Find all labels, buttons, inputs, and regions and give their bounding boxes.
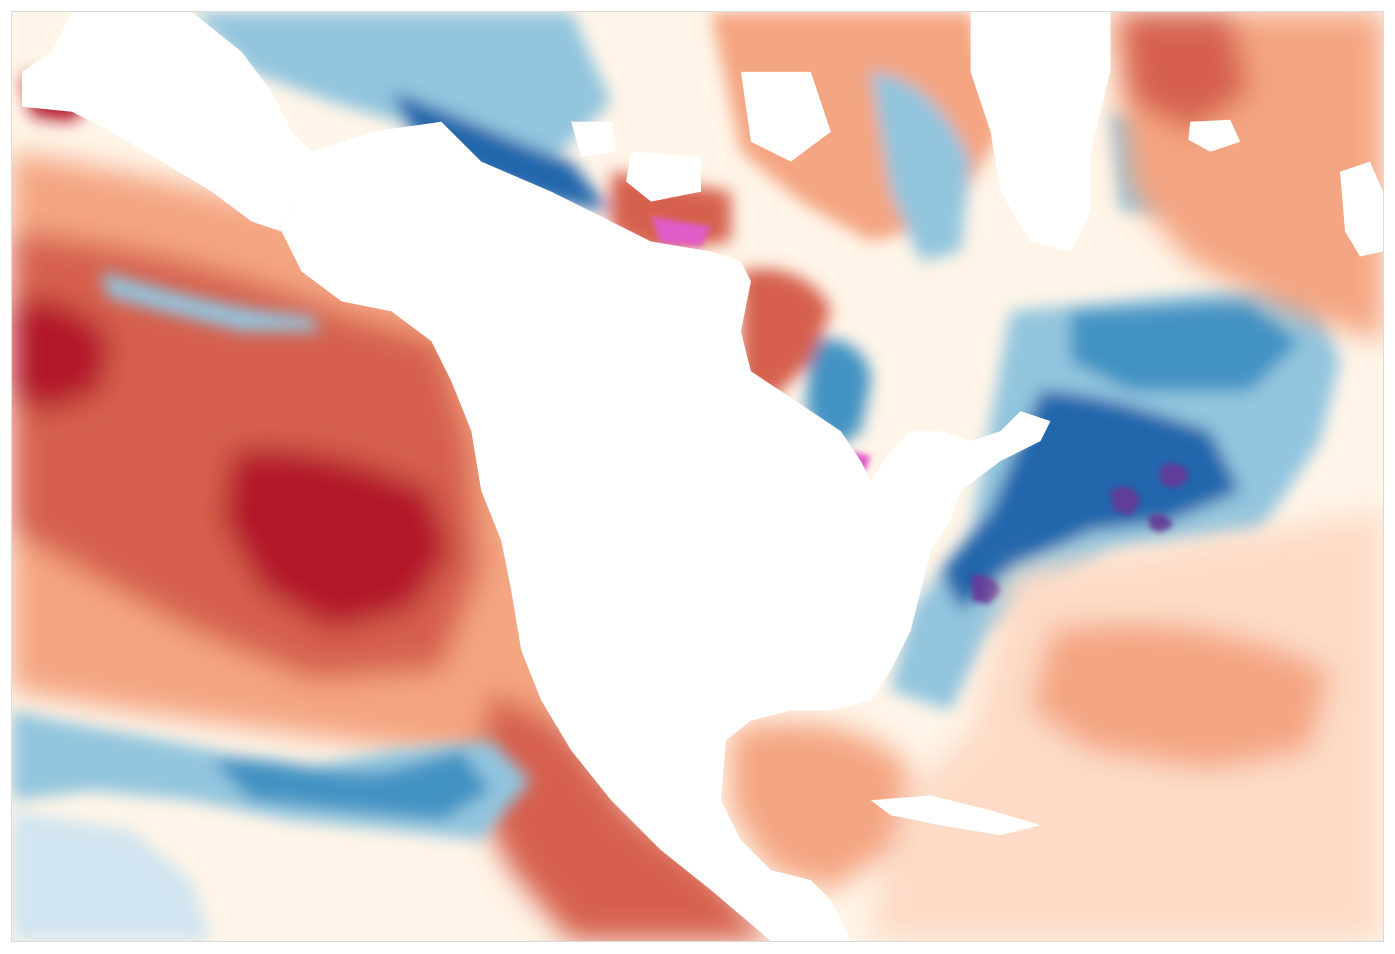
land-layer	[21, 12, 1383, 941]
south-pacific-light-cool	[12, 810, 212, 941]
irminger-cool-patch	[1070, 301, 1301, 392]
west-pacific-warm-core	[12, 298, 112, 412]
gulf-stream-extreme-cool-2	[1110, 486, 1141, 516]
arctic-island-1	[571, 121, 617, 157]
gulf-stream-extreme-cool-3	[1160, 463, 1189, 489]
east-pacific-coastal-warm	[471, 690, 771, 941]
central-pacific-warm-core	[221, 448, 452, 631]
arctic-mixed-anomaly	[191, 12, 612, 162]
beaufort-cool-anomaly	[391, 91, 612, 212]
norwegian-warm-core	[1120, 12, 1251, 132]
gulf-stream-extreme-cool-4	[1148, 514, 1173, 533]
alaska-peninsula	[21, 12, 312, 232]
iceland-landmass	[1188, 119, 1241, 152]
arctic-extreme-warm	[651, 216, 711, 247]
equatorial-pacific-cool-core	[211, 750, 492, 821]
svalbard-landmass	[1340, 161, 1383, 257]
north-atlantic-cool-core	[940, 391, 1241, 611]
labrador-warm	[740, 268, 831, 402]
arctic-island-3	[740, 71, 831, 162]
gulf-stream-extreme-cool	[970, 574, 1001, 605]
sst-anomaly-map	[11, 11, 1384, 942]
subtropical-atlantic-warm-core	[1030, 622, 1331, 771]
gulf-of-mexico-warm	[730, 730, 871, 851]
arctic-island-2	[626, 151, 701, 202]
baffin-cool-anomaly	[870, 71, 971, 262]
map-canvas	[12, 12, 1383, 941]
north-america-landmass	[281, 121, 1051, 941]
alaska-coast-cool	[101, 271, 322, 332]
greenland-landmass	[970, 12, 1111, 252]
cuba-landmass	[870, 795, 1041, 836]
